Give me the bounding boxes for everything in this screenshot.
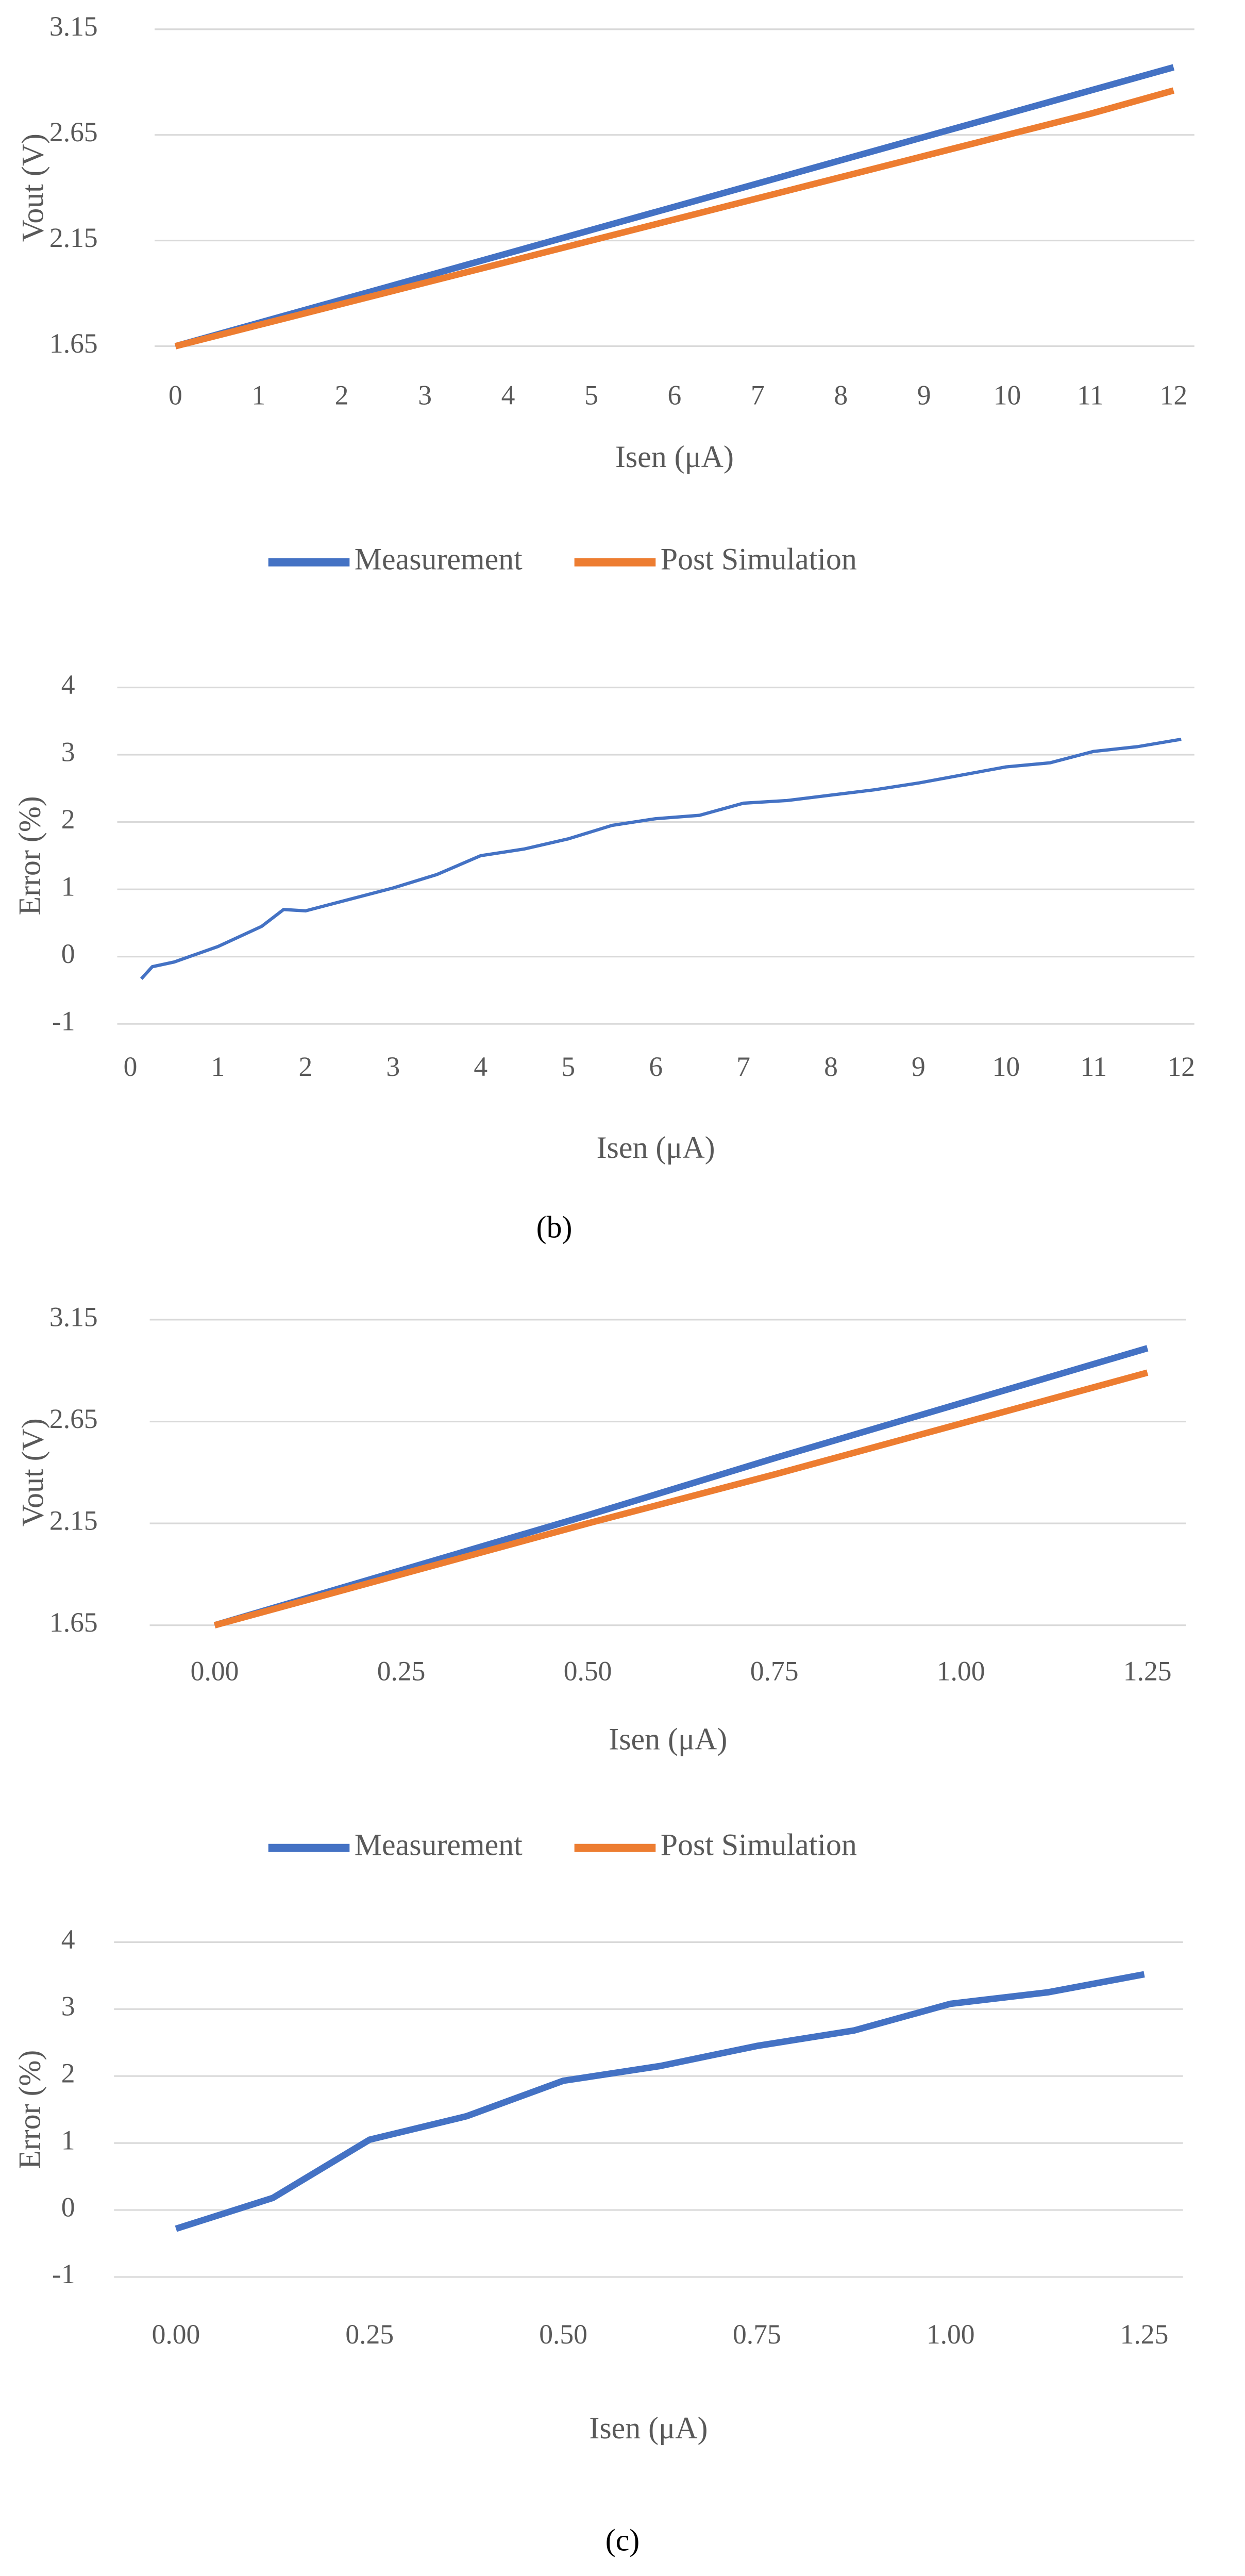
caption: (c) [605,2523,640,2557]
y-tick-label: 0 [61,938,75,969]
y-tick-label: 4 [61,669,75,700]
x-tick-label: 11 [1077,380,1104,411]
x-tick-label: 0.00 [152,2319,200,2350]
x-tick-label: 5 [561,1051,575,1082]
y-tick-label: 1 [61,871,75,902]
data-line [175,1971,1145,2232]
legend-label: Post Simulation [661,542,857,576]
x-tick-label: 0.25 [345,2319,394,2350]
y-tick-label: 3 [61,736,75,767]
x-tick-label: 7 [736,1051,750,1082]
x-tick-label: 5 [584,380,598,411]
x-tick-label: 1.00 [937,1656,985,1687]
x-tick-label: 0 [169,380,182,411]
legend-label: Post Simulation [661,1827,857,1862]
x-tick-label: 9 [917,380,931,411]
y-tick-label: 4 [61,1924,75,1955]
x-tick-label: 3 [386,1051,400,1082]
x-tick-label: 1.25 [1123,1656,1172,1687]
y-tick-label: 3.15 [49,11,98,42]
x-tick-label: 0.25 [377,1656,426,1687]
y-tick-label: 3.15 [49,1301,98,1332]
x-tick-label: 12 [1167,1051,1195,1082]
x-tick-label: 0.75 [733,2319,781,2350]
data-line [174,87,1175,350]
y-tick-label: 1.65 [49,1607,98,1638]
data-line [213,1345,1149,1628]
x-tick-label: 6 [649,1051,663,1082]
x-tick-label: 10 [994,380,1021,411]
y-tick-label: -1 [52,1005,75,1036]
x-tick-label: 9 [912,1051,926,1082]
x-tick-label: 0 [124,1051,138,1082]
y-tick-label: 0 [61,2191,75,2222]
x-tick-label: 1 [211,1051,225,1082]
y-tick-label: 2.15 [49,222,98,253]
y-axis-label: Error (%) [12,2050,46,2169]
x-tick-label: 11 [1081,1051,1107,1082]
x-tick-label: 0.75 [750,1656,799,1687]
data-line [140,737,1182,980]
x-tick-label: 4 [501,380,515,411]
x-axis-label: Isen (μA) [589,2411,708,2445]
y-tick-label: -1 [52,2258,75,2289]
legend-label: Measurement [355,1827,523,1862]
y-tick-label: 1.65 [49,328,98,359]
x-tick-label: 2 [298,1051,312,1082]
x-axis-label: Isen (μA) [615,440,734,474]
x-tick-label: 8 [834,380,848,411]
x-tick-label: 7 [751,380,765,411]
legend-label: Measurement [355,542,523,576]
x-axis-label: Isen (μA) [597,1131,715,1165]
x-tick-label: 1 [251,380,265,411]
data-line [174,64,1175,350]
x-tick-label: 8 [824,1051,838,1082]
y-tick-label: 2 [61,2058,75,2089]
x-tick-label: 2 [335,380,349,411]
x-tick-label: 10 [992,1051,1020,1082]
y-tick-label: 2 [61,804,75,835]
y-tick-label: 2.65 [49,1403,98,1434]
x-tick-label: 12 [1160,380,1188,411]
y-axis-label: Vout (V) [16,1418,50,1526]
x-tick-label: 0.00 [191,1656,239,1687]
x-tick-label: 0.50 [564,1656,612,1687]
y-axis-label: Error (%) [12,796,46,915]
y-tick-label: 1 [61,2124,75,2155]
x-tick-label: 1.25 [1120,2319,1169,2350]
y-tick-label: 3 [61,1991,75,2022]
data-line [213,1369,1149,1628]
x-tick-label: 6 [667,380,681,411]
x-tick-label: 3 [418,380,432,411]
caption: (b) [536,1210,573,1244]
y-axis-label: Vout (V) [16,134,50,242]
x-tick-label: 0.50 [539,2319,587,2350]
y-tick-label: 2.65 [49,117,98,147]
x-axis-label: Isen (μA) [609,1722,727,1756]
y-tick-label: 2.15 [49,1505,98,1536]
x-tick-label: 1.00 [927,2319,975,2350]
x-tick-label: 4 [474,1051,487,1082]
